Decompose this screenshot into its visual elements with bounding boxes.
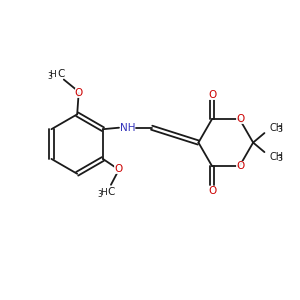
Text: CH: CH <box>269 152 284 162</box>
Text: C: C <box>57 69 64 79</box>
Text: H: H <box>49 70 56 79</box>
Text: C: C <box>108 187 115 197</box>
Text: H: H <box>100 188 106 197</box>
Text: O: O <box>74 88 83 98</box>
Text: CH: CH <box>269 123 284 133</box>
Text: O: O <box>114 164 122 174</box>
Text: O: O <box>208 89 216 100</box>
Text: 3: 3 <box>47 72 52 81</box>
Text: 3: 3 <box>278 154 282 163</box>
Text: O: O <box>208 186 216 196</box>
Text: 3: 3 <box>278 125 282 134</box>
Text: O: O <box>236 114 244 124</box>
Text: O: O <box>236 161 244 171</box>
Text: NH: NH <box>119 123 135 133</box>
Text: 3: 3 <box>98 190 103 199</box>
